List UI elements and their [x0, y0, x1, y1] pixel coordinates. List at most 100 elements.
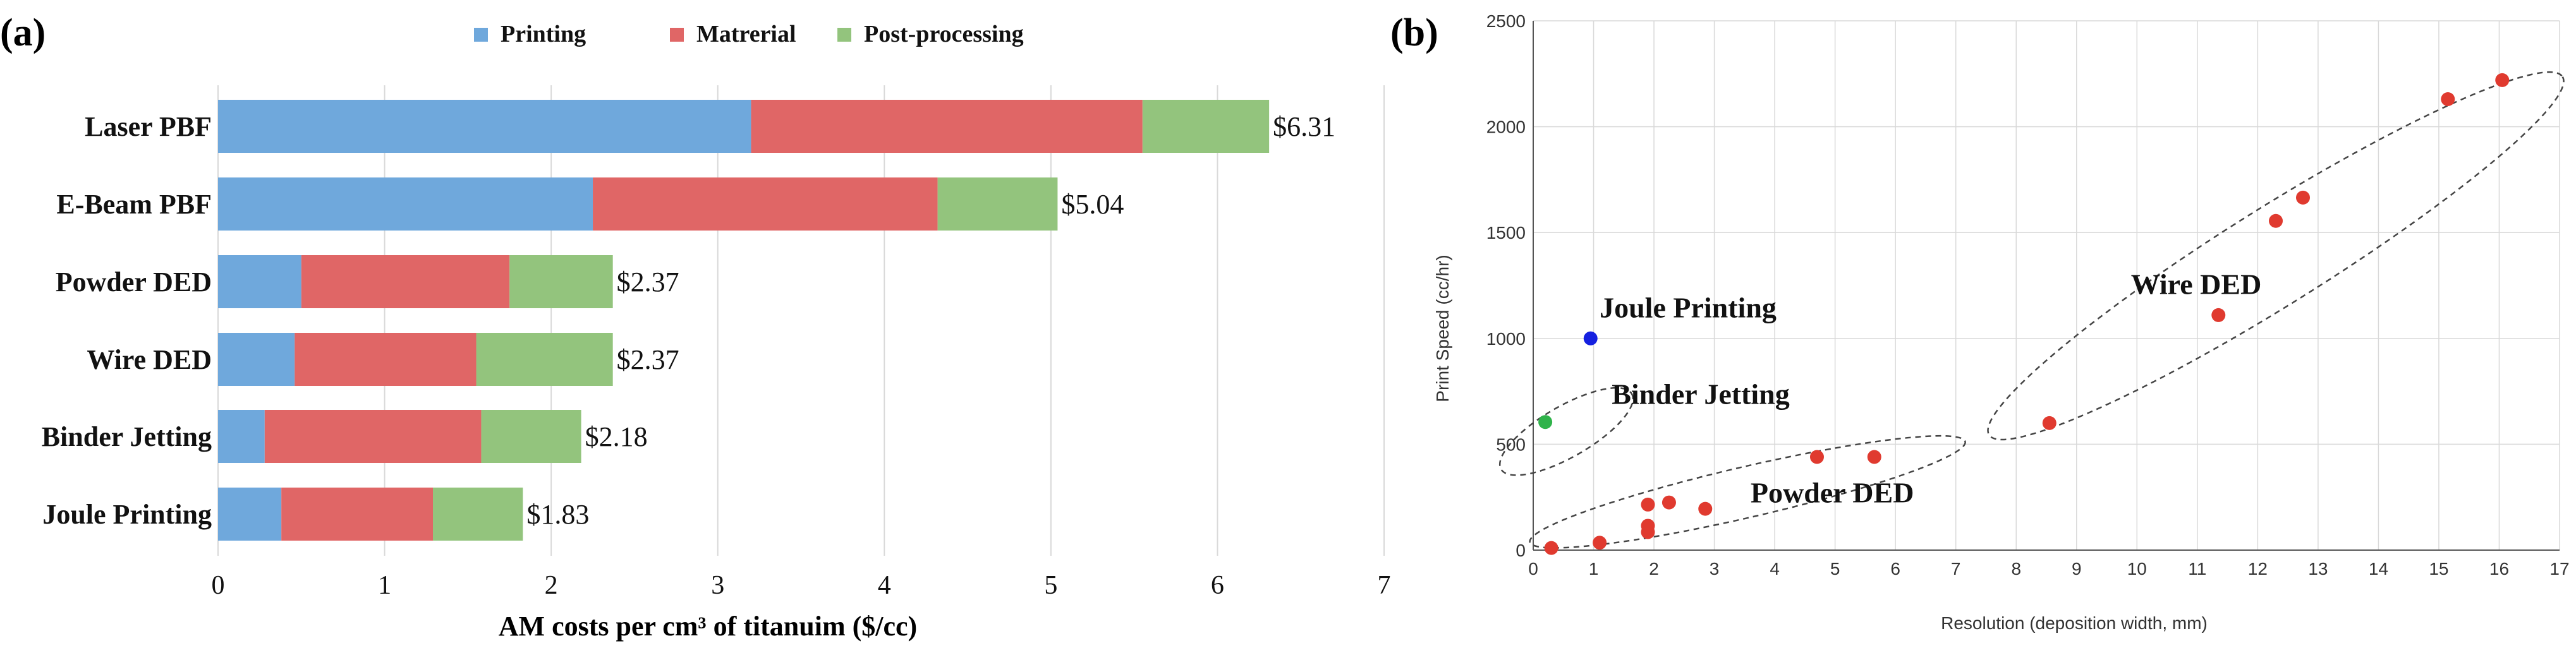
legend-label: Post-processing: [864, 21, 1024, 47]
scatter-x-tick-label: 9: [2072, 559, 2082, 579]
bar-powder-ded-printing: [218, 255, 301, 308]
bar-total-label: $5.04: [1061, 189, 1124, 220]
legend-label: Matrerial: [696, 21, 796, 47]
bar-laser-pbf-matrerial: [751, 100, 1143, 153]
bar-total-label: $2.37: [617, 267, 679, 297]
bar-x-tick-label: 2: [545, 571, 558, 600]
bar-x-tick-label: 7: [1378, 571, 1391, 600]
bar-x-tick-label: 6: [1211, 571, 1224, 600]
scatter-x-tick-label: 10: [2127, 559, 2147, 579]
scatter-y-axis-title: Print Speed (cc/hr): [1433, 255, 1452, 402]
scatter-point-powder-ded: [1641, 519, 1655, 533]
scatter-point-binder-jetting: [1538, 415, 1553, 429]
bar-joule-printing-matrerial: [281, 488, 434, 541]
bar-x-axis-title: AM costs per cm³ of titanuim ($/cc): [499, 611, 917, 642]
bar-series: [218, 100, 1270, 541]
bar-e-beam-pbf-printing: [218, 177, 593, 231]
scatter-x-tick-label: 5: [1830, 559, 1840, 579]
bar-total-label: $2.37: [617, 344, 679, 375]
bar-wire-ded-printing: [218, 333, 295, 386]
bar-x-tick-label: 4: [878, 571, 891, 600]
legend-swatch-matrerial: [670, 28, 684, 42]
scatter-point-wire-ded: [2495, 73, 2510, 87]
bar-total-labels: $6.31 $5.04 $2.37 $2.37 $2.18 $1.83: [526, 111, 1335, 530]
bar-category-label: Binder Jetting: [42, 421, 212, 452]
ellipse-powder-ded: [1529, 435, 1966, 549]
bar-e-beam-pbf-post-processing: [937, 177, 1058, 231]
scatter-x-tick-label: 0: [1528, 559, 1538, 579]
scatter-x-tick-label: 12: [2248, 559, 2268, 579]
scatter-x-axis-title: Resolution (deposition width, mm): [1941, 613, 2208, 633]
bar-grid: [217, 85, 1385, 556]
bar-binder-jetting-post-processing: [481, 410, 581, 463]
bar-category-label: Wire DED: [87, 344, 212, 375]
bar-binder-jetting-printing: [218, 410, 265, 463]
scatter-point-powder-ded: [1698, 501, 1713, 516]
bar-category-label: Powder DED: [56, 267, 212, 297]
scatter-point-wire-ded: [2211, 308, 2226, 322]
scatter-point-wire-ded: [2042, 416, 2057, 430]
legend-swatch-post-processing: [837, 28, 851, 42]
scatter-point-powder-ded: [1641, 497, 1655, 512]
bar-laser-pbf-post-processing: [1142, 100, 1270, 153]
panel-b-label: (b): [1390, 11, 1438, 54]
bar-powder-ded-post-processing: [509, 255, 613, 308]
scatter-x-tick-label: 15: [2429, 559, 2448, 579]
bar-total-label: $2.18: [585, 421, 648, 452]
scatter-x-tick-label: 7: [1951, 559, 1961, 579]
bar-e-beam-pbf-matrerial: [593, 177, 938, 231]
bar-wire-ded-post-processing: [476, 333, 613, 386]
scatter-point-powder-ded: [1593, 536, 1607, 550]
scatter-point-powder-ded: [1809, 450, 1824, 464]
scatter-y-tick-label: 0: [1516, 541, 1526, 560]
annotation-joule-printing: Joule Printing: [1600, 291, 1777, 323]
bar-category-label: Joule Printing: [42, 499, 212, 530]
legend-label: Printing: [501, 21, 586, 47]
bar-legend: Printing Matrerial Post-processing: [474, 21, 1024, 47]
bar-x-tick-label: 1: [378, 571, 391, 600]
scatter-point-joule-printing: [1583, 331, 1598, 345]
scatter-point-wire-ded: [2269, 213, 2283, 228]
scatter-point-powder-ded: [1544, 541, 1558, 555]
scatter-x-tick-label: 1: [1589, 559, 1599, 579]
scatter-x-tick-label: 2: [1649, 559, 1659, 579]
scatter-x-tick-label: 4: [1770, 559, 1780, 579]
ellipse-wire-ded: [1987, 71, 2565, 441]
scatter-point-powder-ded: [1867, 450, 1881, 464]
bar-laser-pbf-printing: [218, 100, 751, 153]
bar-joule-printing-printing: [218, 488, 282, 541]
bar-x-tick-label: 5: [1044, 571, 1057, 600]
scatter-x-tick-label: 13: [2308, 559, 2328, 579]
bar-powder-ded-matrerial: [301, 255, 510, 308]
scatter-group-ellipses: [1498, 71, 2565, 549]
cost-bar-chart: (a) Printing Matrerial Post-processing Las…: [0, 11, 1391, 642]
bar-x-tick-label: 3: [711, 571, 724, 600]
ellipse-binder-jetting: [1498, 387, 1634, 476]
legend-swatch-printing: [474, 28, 488, 42]
scatter-y-tick-label: 1000: [1486, 329, 1526, 349]
scatter-y-tick-label: 1500: [1486, 223, 1526, 243]
scatter-point-wire-ded: [2441, 92, 2455, 107]
bar-category-label: E-Beam PBF: [56, 189, 212, 220]
scatter-x-tick-label: 8: [2011, 559, 2021, 579]
scatter-x-tick-label: 6: [1890, 559, 1900, 579]
annotation-binder-jetting: Binder Jetting: [1612, 378, 1790, 411]
scatter-x-tick-label: 16: [2489, 559, 2509, 579]
scatter-points: [1538, 73, 2510, 555]
scatter-grid: [1533, 20, 2560, 551]
bar-category-label: Laser PBF: [85, 111, 212, 142]
scatter-x-tick-labels: 0 1 2 3 4 5 6 7 8 9 10 11 12 13 14 15 16 17: [1528, 559, 2569, 579]
bar-total-label: $1.83: [526, 499, 589, 530]
scatter-point-powder-ded: [1662, 495, 1676, 510]
bar-wire-ded-matrerial: [295, 333, 477, 386]
scatter-y-tick-label: 2000: [1486, 117, 1526, 137]
bar-binder-jetting-matrerial: [264, 410, 482, 463]
scatter-x-tick-label: 14: [2369, 559, 2388, 579]
scatter-y-tick-labels: 0 500 1000 1500 2000 2500: [1486, 11, 1526, 560]
scatter-x-tick-label: 3: [1710, 559, 1720, 579]
scatter-y-tick-label: 2500: [1486, 11, 1526, 31]
bar-category-labels: Laser PBF E-Beam PBF Powder DED Wire DED Bin…: [42, 111, 212, 530]
bar-joule-printing-post-processing: [433, 488, 523, 541]
scatter-x-tick-label: 17: [2549, 559, 2569, 579]
